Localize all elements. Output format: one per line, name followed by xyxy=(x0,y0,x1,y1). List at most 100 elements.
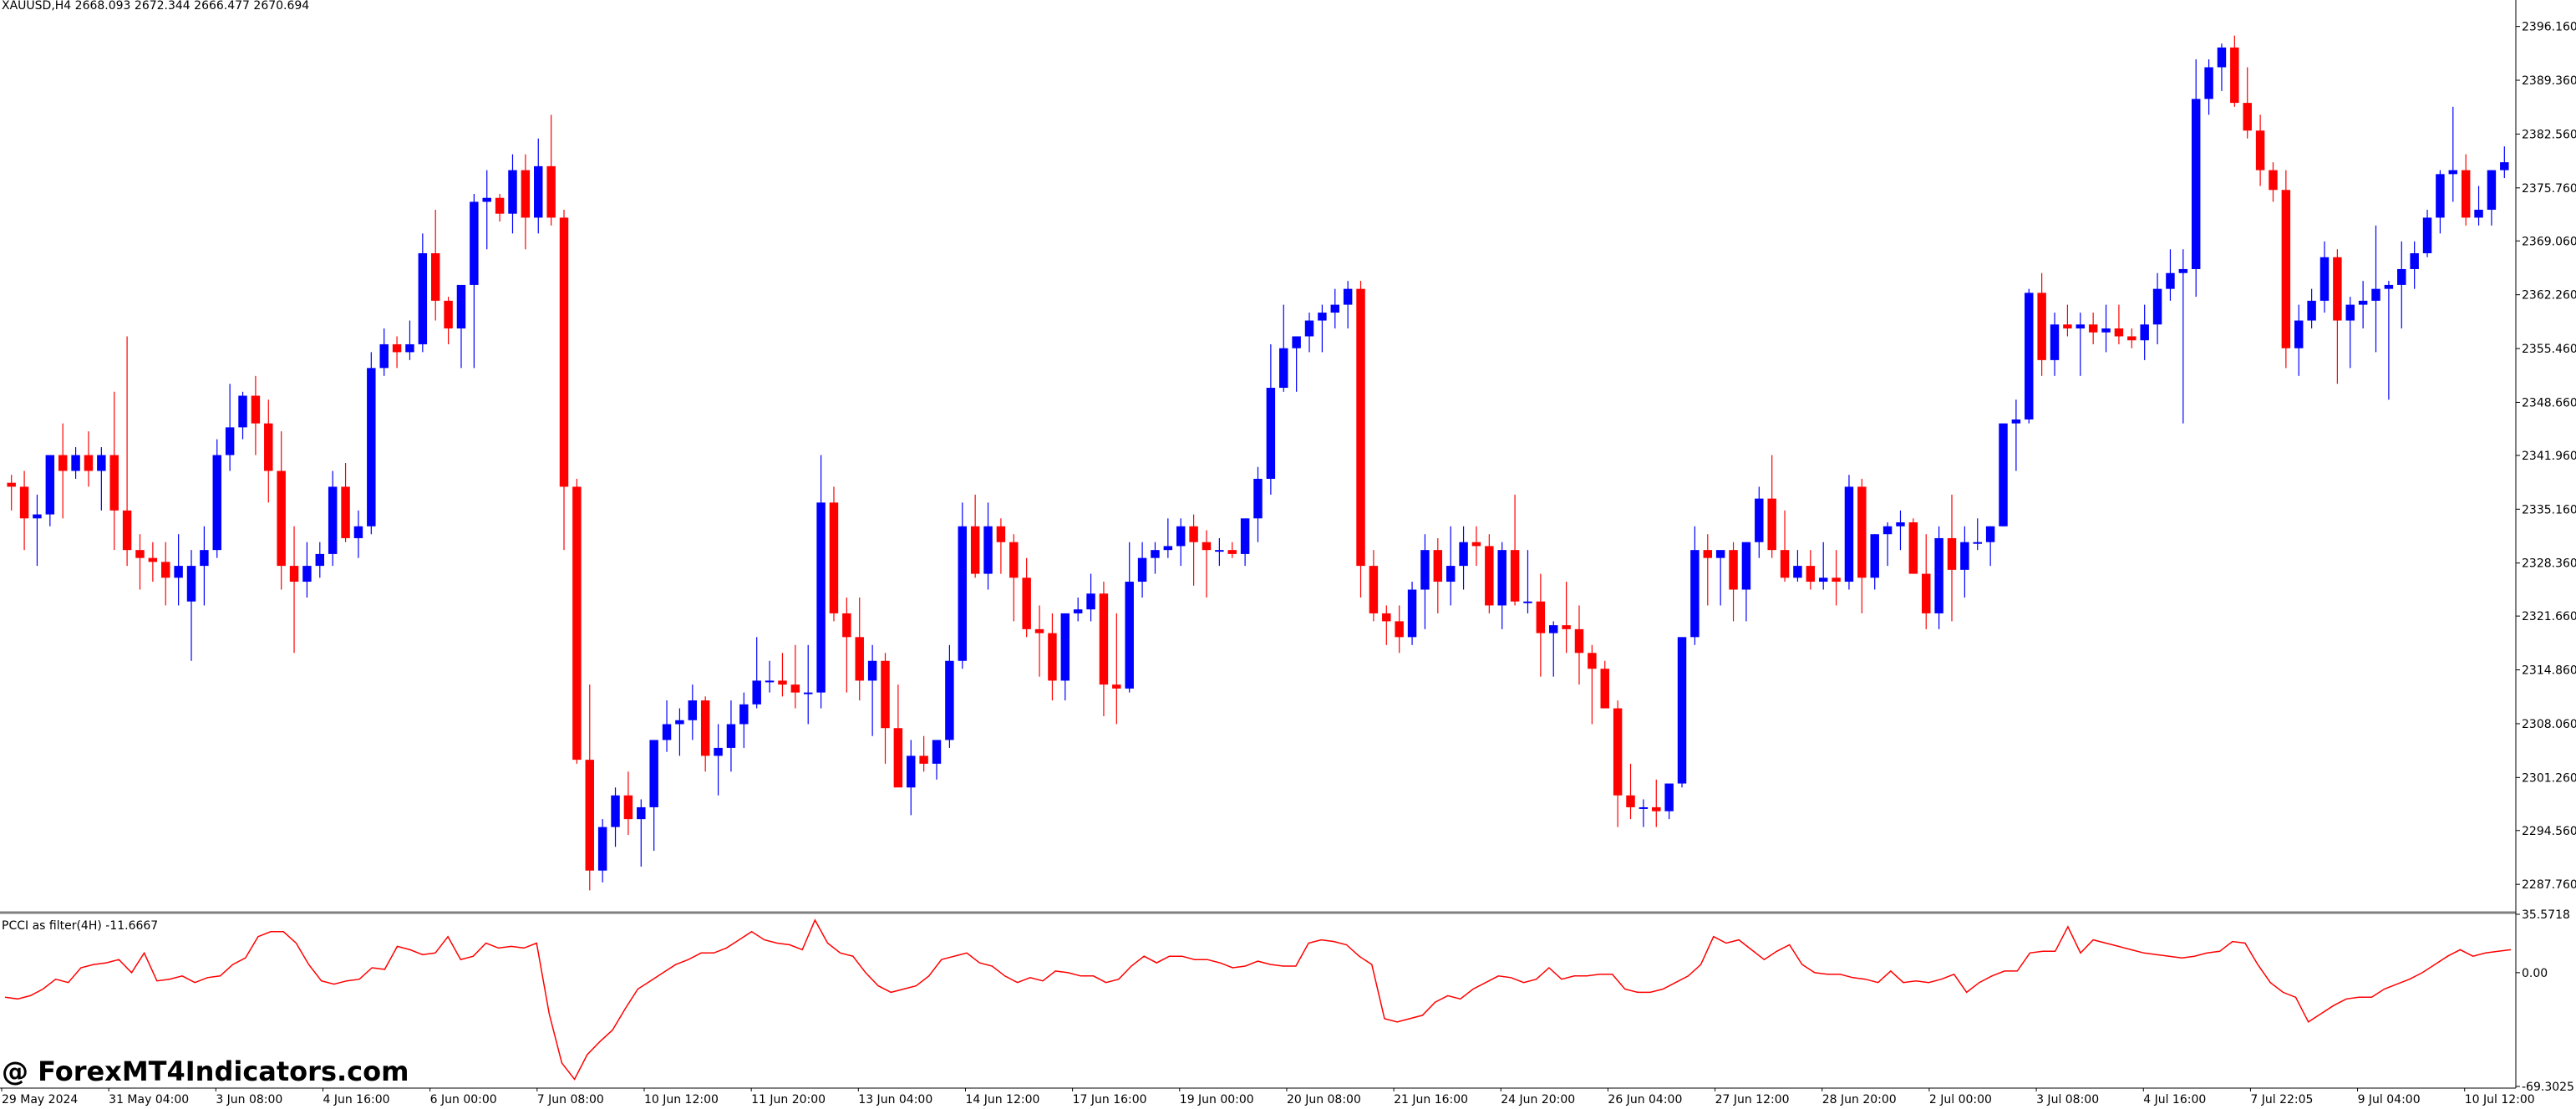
bear-candle-body xyxy=(135,550,145,558)
bull-candle-body xyxy=(945,660,954,740)
bull-candle-body xyxy=(1715,550,1725,558)
bull-candle-body xyxy=(2011,419,2021,424)
bear-candle-body xyxy=(2281,190,2291,348)
bull-candle-body xyxy=(1523,601,1532,603)
bull-candle-body xyxy=(1639,806,1649,809)
bull-candle-body xyxy=(456,284,466,329)
bull-candle-body xyxy=(752,680,761,705)
bull-candle-body xyxy=(1420,550,1430,590)
bull-candle-body xyxy=(816,502,826,693)
bear-candle-body xyxy=(1562,625,1571,629)
time-tick-label: 9 Jul 04:00 xyxy=(2358,1093,2421,1106)
bull-candle-body xyxy=(932,740,942,764)
bull-candle-body xyxy=(2204,67,2213,99)
time-tick-label: 3 Jun 08:00 xyxy=(216,1093,282,1106)
bull-candle-body xyxy=(2050,324,2060,360)
bear-candle-body xyxy=(790,684,800,693)
bear-candle-body xyxy=(7,482,16,487)
pcci-line xyxy=(4,918,2512,1081)
price-tick-label: 2389.360 xyxy=(2522,74,2576,88)
bull-candle-body xyxy=(2436,174,2445,218)
bull-candle-body xyxy=(315,553,325,567)
price-tick-label: 2287.760 xyxy=(2522,878,2576,892)
bull-candle-body xyxy=(328,486,338,554)
bear-candle-body xyxy=(1202,542,1212,551)
bull-candle-body xyxy=(662,724,672,740)
bear-candle-body xyxy=(623,795,633,820)
price-tick-label: 2314.860 xyxy=(2522,664,2576,678)
bear-candle-body xyxy=(1099,593,1109,685)
time-tick-label: 11 Jun 20:00 xyxy=(751,1093,826,1106)
bull-candle-body xyxy=(983,526,993,574)
bear-candle-body xyxy=(881,660,890,729)
bear-candle-body xyxy=(2114,328,2124,337)
bear-candle-body xyxy=(919,755,928,764)
bear-candle-body xyxy=(19,486,29,519)
bear-candle-body xyxy=(1471,542,1481,547)
bear-candle-body xyxy=(1806,566,1816,582)
bear-candle-body xyxy=(893,728,903,788)
price-tick-label: 2362.260 xyxy=(2522,289,2576,303)
time-tick-label: 13 Jun 04:00 xyxy=(858,1093,932,1106)
bull-candle-body xyxy=(2422,217,2432,254)
time-tick-label: 29 May 2024 xyxy=(2,1093,78,1106)
bear-candle-body xyxy=(1767,498,1776,551)
time-tick-label: 3 Jul 08:00 xyxy=(2036,1093,2099,1106)
bear-candle-body xyxy=(341,486,350,538)
indicator-tick-label: 35.5718 xyxy=(2522,908,2570,922)
bull-candle-body xyxy=(1741,542,1751,590)
bear-candle-body xyxy=(277,471,286,567)
bull-candle-body xyxy=(508,170,517,214)
bull-candle-body xyxy=(1330,304,1340,313)
bull-candle-body xyxy=(958,526,968,661)
bear-candle-body xyxy=(1857,486,1867,578)
bull-candle-body xyxy=(1163,546,1173,551)
bear-candle-body xyxy=(2037,293,2046,360)
bull-candle-body xyxy=(2384,284,2394,289)
bear-candle-body xyxy=(264,423,273,471)
bear-candle-body xyxy=(1189,526,1198,542)
bear-candle-body xyxy=(1613,708,1623,796)
bull-candle-body xyxy=(765,680,775,683)
bear-candle-body xyxy=(161,562,170,578)
time-tick-label: 28 Jun 20:00 xyxy=(1822,1093,1897,1106)
time-tick-label: 24 Jun 20:00 xyxy=(1501,1093,1575,1106)
price-tick-label: 2335.160 xyxy=(2522,503,2576,516)
bull-candle-body xyxy=(1215,550,1224,552)
bull-candle-body xyxy=(2500,162,2509,170)
bull-candle-body xyxy=(186,566,196,602)
time-tick-label: 19 Jun 00:00 xyxy=(1180,1093,1254,1106)
bull-candle-body xyxy=(2474,209,2483,218)
time-axis: 29 May 2024 31 May 04:00 3 Jun 08:00 4 Jun … xyxy=(1,1088,2535,1106)
bull-candle-body xyxy=(1677,637,1687,784)
bear-candle-body xyxy=(2269,170,2278,191)
price-tick-label: 2355.460 xyxy=(2522,343,2576,356)
bear-candle-body xyxy=(1485,546,1494,606)
bear-candle-body xyxy=(2063,324,2072,329)
bull-candle-body xyxy=(1870,534,1879,578)
bull-candle-body xyxy=(534,165,543,218)
time-tick-label: 4 Jul 16:00 xyxy=(2143,1093,2206,1106)
bull-candle-body xyxy=(97,455,106,471)
bull-candle-body xyxy=(1176,526,1186,547)
bull-candle-body xyxy=(33,514,42,519)
bull-candle-body xyxy=(45,455,55,515)
bear-candle-body xyxy=(1536,601,1546,633)
time-tick-label: 20 Jun 08:00 xyxy=(1287,1093,1361,1106)
price-tick-label: 2396.160 xyxy=(2522,21,2576,34)
bull-candle-body xyxy=(907,755,916,788)
bull-candle-body xyxy=(1304,320,1314,337)
bear-candle-body xyxy=(1048,633,1057,681)
bull-candle-body xyxy=(2140,324,2149,341)
bull-candle-body xyxy=(2191,99,2201,269)
time-tick-label: 31 May 04:00 xyxy=(109,1093,189,1106)
bull-candle-body xyxy=(2025,293,2034,420)
bull-candle-body xyxy=(405,343,414,353)
bear-candle-body xyxy=(829,502,839,613)
bull-candle-body xyxy=(675,720,684,725)
bear-candle-body xyxy=(572,486,582,761)
time-tick-label: 6 Jun 00:00 xyxy=(430,1093,497,1106)
time-tick-label: 21 Jun 16:00 xyxy=(1394,1093,1468,1106)
bull-candle-body xyxy=(1279,348,1288,389)
price-tick-label: 2341.960 xyxy=(2522,450,2576,463)
